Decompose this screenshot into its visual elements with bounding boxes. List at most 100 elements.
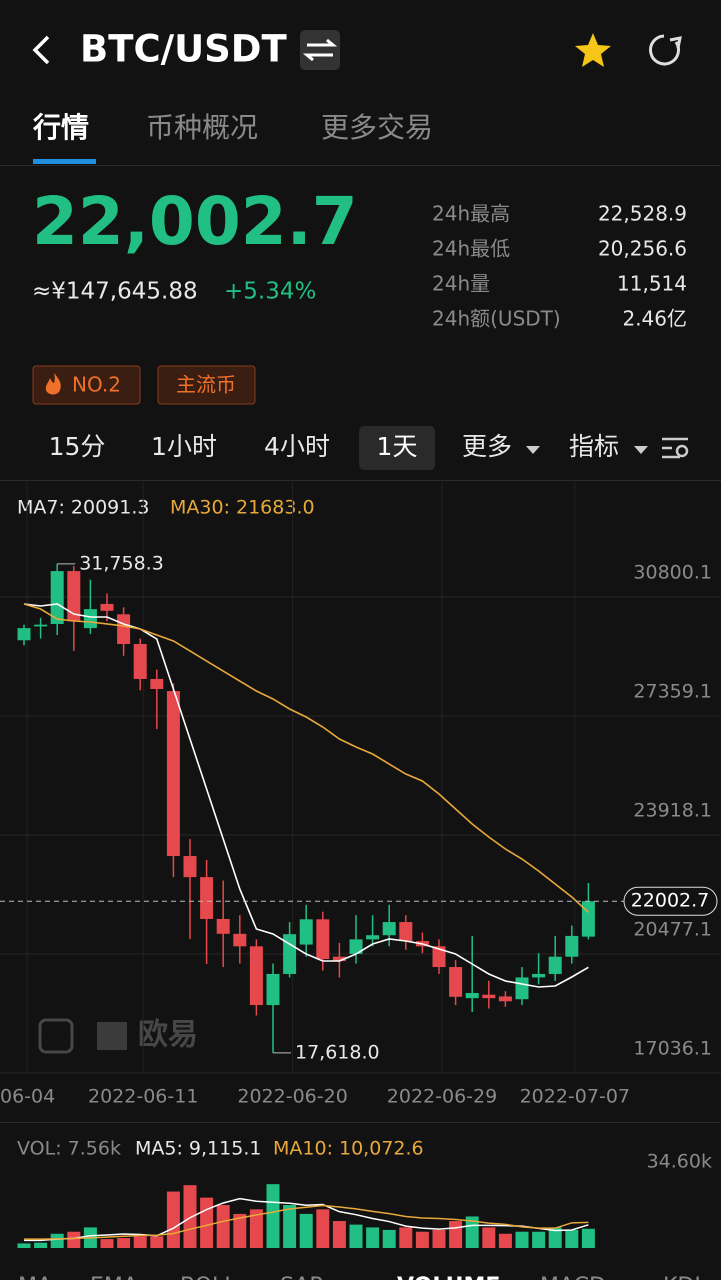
candle-body	[548, 956, 562, 974]
volume-bar	[216, 1205, 230, 1248]
candle-body	[266, 973, 280, 1006]
stat-value: 22,528.9	[598, 202, 687, 226]
candle-body	[233, 933, 247, 947]
candle-body	[565, 935, 579, 957]
x-tick-label: 06-04	[0, 1086, 55, 1108]
interval-active	[359, 426, 435, 470]
x-tick-label: 2022-07-07	[520, 1086, 630, 1108]
volume-bar	[283, 1205, 297, 1248]
volume-bar	[399, 1227, 413, 1248]
tag[interactable]: NO.2	[32, 365, 141, 405]
ma-line	[23, 603, 589, 913]
indicator-tab: MA	[18, 1274, 52, 1280]
candle-body	[332, 956, 346, 962]
candle-body	[382, 922, 396, 936]
candle-body	[83, 609, 97, 629]
volume-bar	[266, 1184, 280, 1248]
candle-body	[581, 901, 595, 937]
annotation-label: 17,618.0	[295, 1041, 380, 1063]
candle-body	[465, 992, 479, 999]
candle-body	[449, 967, 463, 997]
volume-bar	[432, 1229, 446, 1248]
vol-ma-line	[24, 1197, 589, 1242]
candle-body	[67, 571, 81, 622]
volume-bar	[249, 1209, 263, 1248]
stat-label: 24h额(USDT)	[432, 307, 561, 331]
y-tick-label: 17036.1	[633, 1038, 712, 1060]
candle-body	[50, 571, 64, 624]
annotation-label: 31,758.3	[79, 552, 164, 574]
indicator-menu[interactable]: 指标	[569, 432, 619, 461]
interval[interactable]: 15分	[49, 432, 106, 461]
divider	[0, 480, 721, 481]
candle-body	[366, 935, 380, 940]
volume-bar	[299, 1213, 313, 1248]
volume-bar	[100, 1239, 114, 1248]
candle-body	[482, 994, 496, 999]
change: +5.34%	[224, 279, 316, 305]
volume-bar	[67, 1231, 81, 1248]
candle-body	[200, 877, 214, 919]
divider	[0, 165, 721, 166]
candle-body	[283, 934, 297, 974]
interval[interactable]: 更多	[462, 432, 512, 461]
volume-bar	[183, 1185, 197, 1248]
interval[interactable]: 1小时	[151, 432, 217, 461]
y-tick-label: 34.60k	[647, 1151, 712, 1173]
vol-legend: VOL: 7.56k	[17, 1138, 121, 1160]
candle-body	[117, 614, 131, 645]
vol-legend: MA5: 9,115.1	[135, 1138, 261, 1160]
tag-label: 主流币	[176, 373, 236, 397]
current-price-box	[623, 886, 718, 916]
back-button[interactable]	[32, 35, 50, 65]
volume-bar	[133, 1236, 147, 1248]
volume-bar	[50, 1233, 64, 1248]
tab[interactable]: 币种概况	[146, 111, 258, 144]
candle-body	[133, 644, 147, 679]
current-price-label: 22002.7	[631, 890, 710, 912]
candle-body	[17, 628, 31, 641]
candle-body	[532, 973, 546, 978]
volume-bar	[515, 1231, 529, 1248]
tag-label: NO.2	[72, 373, 121, 397]
watermark: 欧易	[38, 1018, 198, 1054]
indicator-tab: MACD	[540, 1274, 606, 1280]
candle-body	[432, 946, 446, 968]
settings-icon[interactable]	[662, 437, 689, 459]
indicator-tab: EMA	[90, 1274, 138, 1280]
stat-value: 20,256.6	[598, 237, 687, 261]
swap-button[interactable]	[300, 30, 340, 70]
interval[interactable]: 1天	[377, 432, 418, 461]
volume-bar	[498, 1233, 512, 1248]
volume-bar	[233, 1213, 247, 1248]
volume-bar	[316, 1209, 330, 1248]
tab[interactable]: 更多交易	[321, 111, 433, 144]
volume-bar	[17, 1243, 31, 1248]
stat-value: 11,514	[617, 272, 687, 296]
volume-bar	[332, 1221, 346, 1248]
tab[interactable]: 行情	[32, 111, 89, 144]
indicator-tab: SAR	[280, 1274, 325, 1280]
volume-bar	[200, 1197, 214, 1248]
refresh-button[interactable]	[649, 34, 682, 66]
volume-bar	[382, 1229, 396, 1248]
candle-body	[349, 939, 363, 954]
volume-bar	[349, 1224, 363, 1248]
candle-body	[515, 977, 529, 1000]
volume-bar	[449, 1221, 463, 1248]
volume-bar	[581, 1228, 595, 1248]
favorite-star[interactable]	[575, 33, 611, 67]
indicator-tab: KDJ	[663, 1274, 701, 1280]
ma-legend: MA7: 20091.3	[17, 497, 150, 519]
tag[interactable]: 主流币	[157, 365, 256, 405]
interval[interactable]: 4小时	[264, 432, 330, 461]
volume-bar	[532, 1231, 546, 1248]
ma-line	[23, 603, 589, 988]
candle-body	[249, 946, 263, 1006]
dropdown-arrow	[634, 446, 648, 454]
volume-bar	[117, 1238, 131, 1248]
candle-body	[316, 919, 330, 960]
stat-value: 2.46亿	[622, 307, 687, 331]
candle-body	[216, 918, 230, 934]
